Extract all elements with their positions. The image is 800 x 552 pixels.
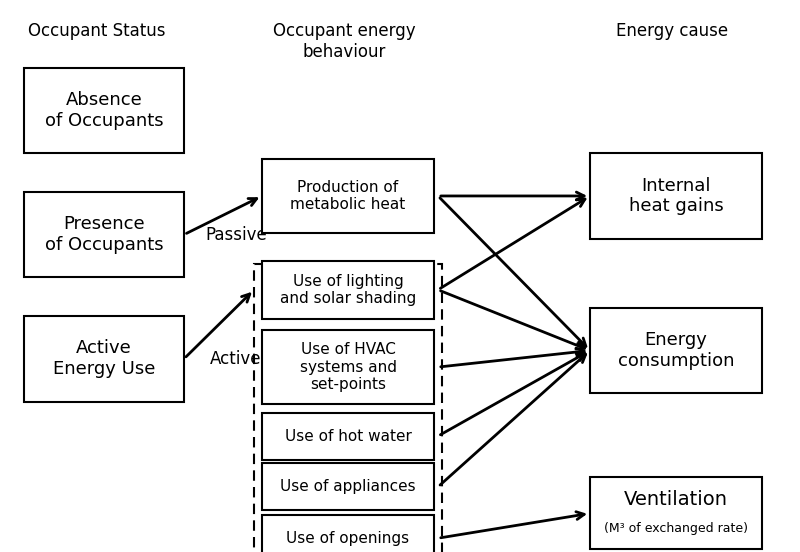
FancyBboxPatch shape xyxy=(24,67,184,153)
Text: Presence
of Occupants: Presence of Occupants xyxy=(45,215,163,254)
Text: Occupant energy
behaviour: Occupant energy behaviour xyxy=(273,22,415,61)
FancyBboxPatch shape xyxy=(262,330,434,404)
Text: Production of
metabolic heat: Production of metabolic heat xyxy=(290,180,406,212)
FancyBboxPatch shape xyxy=(24,316,184,402)
Text: Use of lighting
and solar shading: Use of lighting and solar shading xyxy=(280,274,416,306)
Text: Use of hot water: Use of hot water xyxy=(285,428,411,444)
FancyBboxPatch shape xyxy=(590,153,762,238)
FancyBboxPatch shape xyxy=(262,413,434,459)
FancyBboxPatch shape xyxy=(262,464,434,510)
FancyBboxPatch shape xyxy=(590,477,762,549)
Text: Passive: Passive xyxy=(205,226,267,243)
Text: Active
Energy Use: Active Energy Use xyxy=(53,339,155,378)
FancyBboxPatch shape xyxy=(262,159,434,233)
FancyBboxPatch shape xyxy=(590,308,762,393)
Text: Ventilation: Ventilation xyxy=(624,490,728,509)
Text: Energy
consumption: Energy consumption xyxy=(618,331,734,370)
Text: Active: Active xyxy=(210,350,262,368)
Text: Absence
of Occupants: Absence of Occupants xyxy=(45,91,163,130)
FancyBboxPatch shape xyxy=(24,192,184,278)
FancyBboxPatch shape xyxy=(262,261,434,319)
FancyBboxPatch shape xyxy=(262,514,434,552)
Text: Use of HVAC
systems and
set-points: Use of HVAC systems and set-points xyxy=(299,342,397,392)
Text: Use of appliances: Use of appliances xyxy=(280,479,416,495)
Text: Energy cause: Energy cause xyxy=(616,22,728,40)
Text: Occupant Status: Occupant Status xyxy=(28,22,166,40)
Text: Use of openings: Use of openings xyxy=(286,530,410,546)
Text: (M³ of exchanged rate): (M³ of exchanged rate) xyxy=(604,522,748,535)
Text: Internal
heat gains: Internal heat gains xyxy=(629,177,723,215)
